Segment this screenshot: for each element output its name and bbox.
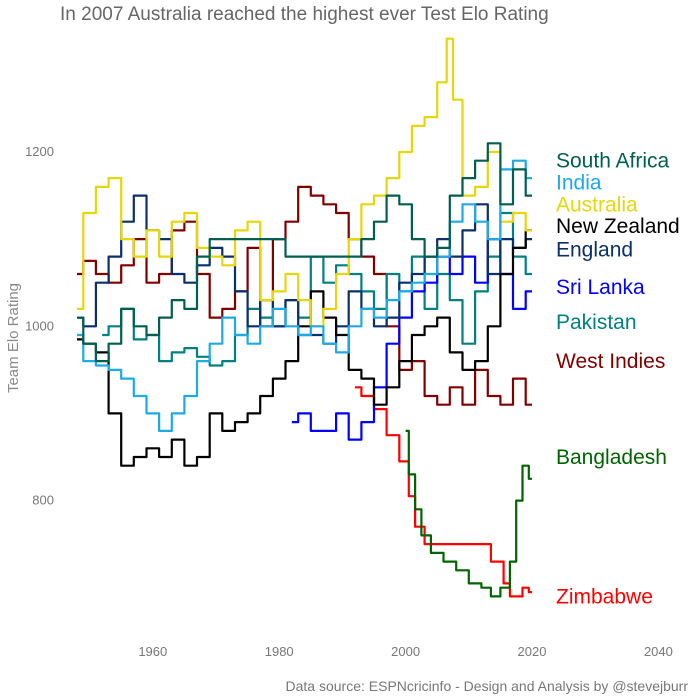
series-label-pakistan: Pakistan: [556, 311, 637, 334]
x-axis: 1960 1980 2000 2020 2040: [138, 644, 673, 659]
series-line-pakistan: [102, 213, 532, 366]
series-labels: Zimbabwe Bangladesh West Indies Pakistan Sri…: [556, 150, 680, 609]
y-tick-label-1200: 1200: [25, 144, 54, 159]
x-tick-label-2000: 2000: [391, 644, 420, 659]
series-line-england: [77, 196, 532, 344]
series-label-australia: Australia: [556, 193, 638, 216]
x-tick-label-1980: 1980: [265, 644, 294, 659]
y-axis: 800 1000 1200: [25, 144, 54, 508]
series-line-new-zealand: [77, 230, 532, 465]
series-line-australia: [77, 39, 532, 327]
series-label-sri-lanka: Sri Lanka: [556, 276, 645, 299]
x-tick-label-2040: 2040: [644, 644, 673, 659]
series-label-india: India: [556, 172, 602, 195]
series-line-bangladesh: [406, 431, 532, 597]
x-tick-label-1960: 1960: [138, 644, 167, 659]
series-line-south-africa: [77, 143, 532, 361]
series-line-zimbabwe: [355, 387, 532, 596]
series-line-india: [77, 161, 532, 431]
series-label-west-indies: West Indies: [556, 350, 665, 373]
series-label-south-africa: South Africa: [556, 150, 670, 173]
x-tick-label-2020: 2020: [518, 644, 547, 659]
series-label-england: England: [556, 239, 633, 262]
series-line-west-indies: [77, 187, 532, 405]
series-label-bangladesh: Bangladesh: [556, 446, 667, 469]
y-tick-label-1000: 1000: [25, 318, 54, 333]
series-label-zimbabwe: Zimbabwe: [556, 585, 653, 608]
chart-caption: Data source: ESPNcricinfo - Design and A…: [286, 678, 689, 694]
y-axis-title: Team Elo Rating: [5, 283, 22, 393]
y-tick-label-800: 800: [32, 493, 54, 508]
series-lines: [77, 39, 532, 597]
series-label-new-zealand: New Zealand: [556, 215, 680, 238]
